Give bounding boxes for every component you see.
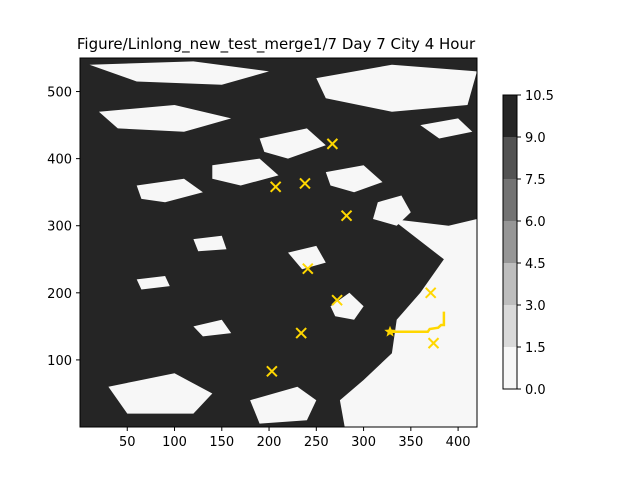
colorbar-tick-label-4: 6.0 <box>525 215 546 230</box>
colorbar-tick-label-1: 1.5 <box>525 341 546 356</box>
star-marker <box>384 325 396 337</box>
y-tick-label-400: 400 <box>47 153 72 168</box>
plot-area <box>79 57 478 428</box>
light-region-13 <box>193 235 227 252</box>
colorbar-frame <box>502 94 518 390</box>
chart-title: Figure/Linlong_new_test_merge1/7 Day 7 C… <box>77 35 476 54</box>
x-tick-label-50: 50 <box>119 435 136 450</box>
y-axis: 100 200 300 400 500 <box>47 86 80 369</box>
y-tick-label-500: 500 <box>47 86 72 101</box>
y-tick-label-100: 100 <box>47 354 72 369</box>
x-tick-label-150: 150 <box>209 435 234 450</box>
x-marker-6 <box>424 287 437 299</box>
light-region-14 <box>136 276 170 290</box>
light-region-0 <box>339 219 477 427</box>
light-region-8 <box>259 128 326 159</box>
light-region-10 <box>325 165 383 193</box>
light-region-12 <box>288 245 326 270</box>
x-tick-label-100: 100 <box>162 435 187 450</box>
route-layer <box>390 311 446 333</box>
light-region-3 <box>250 386 317 424</box>
x-tick-label-200: 200 <box>257 435 282 450</box>
light-region-1 <box>330 292 364 320</box>
x-marker-4 <box>302 262 314 275</box>
light-region-6 <box>316 64 477 112</box>
heatmap-light-regions <box>89 61 477 427</box>
colorbar-band-2 <box>503 263 517 305</box>
x-tick-label-250: 250 <box>304 435 329 450</box>
x-marker-0 <box>326 138 339 150</box>
marker-layer <box>266 138 440 378</box>
light-region-15 <box>193 319 232 337</box>
colorbar-band-3 <box>503 221 517 263</box>
light-region-7 <box>98 105 232 132</box>
x-marker-5 <box>331 294 343 306</box>
light-region-16 <box>420 118 473 139</box>
x-tick-label-300: 300 <box>351 435 376 450</box>
light-region-5 <box>89 61 269 85</box>
x-axis: 50 100 150 200 250 300 350 400 <box>119 427 471 450</box>
colorbar-band-4 <box>503 179 517 221</box>
x-marker-9 <box>266 365 278 378</box>
light-region-9 <box>212 158 279 186</box>
colorbar: 0.0 1.5 3.0 4.5 6.0 7.5 9.0 10.5 <box>502 89 554 398</box>
colorbar-tick-label-3: 4.5 <box>525 257 546 272</box>
colorbar-tick-label-2: 3.0 <box>525 299 546 314</box>
colorbar-tick-label-0: 0.0 <box>525 383 546 398</box>
y-tick-label-200: 200 <box>47 287 72 302</box>
y-tick-label-300: 300 <box>47 220 72 235</box>
colorbar-tick-label-5: 7.5 <box>525 173 546 188</box>
x-marker-8 <box>427 337 440 349</box>
light-region-11 <box>136 178 203 203</box>
colorbar-tick-label-6: 9.0 <box>525 131 546 146</box>
x-marker-7 <box>295 327 307 339</box>
plot-frame <box>79 57 478 428</box>
colorbar-band-5 <box>503 137 517 179</box>
x-marker-1 <box>269 181 282 193</box>
x-marker-3 <box>340 209 353 222</box>
route-line <box>390 311 446 333</box>
colorbar-tick-label-7: 10.5 <box>525 89 554 104</box>
colorbar-band-6 <box>503 95 517 137</box>
x-tick-label-350: 350 <box>398 435 423 450</box>
colorbar-band-1 <box>503 305 517 347</box>
light-region-2 <box>373 195 411 226</box>
light-region-4 <box>108 373 213 414</box>
colorbar-band-0 <box>503 347 517 389</box>
x-tick-label-400: 400 <box>446 435 471 450</box>
x-marker-2 <box>299 177 311 190</box>
